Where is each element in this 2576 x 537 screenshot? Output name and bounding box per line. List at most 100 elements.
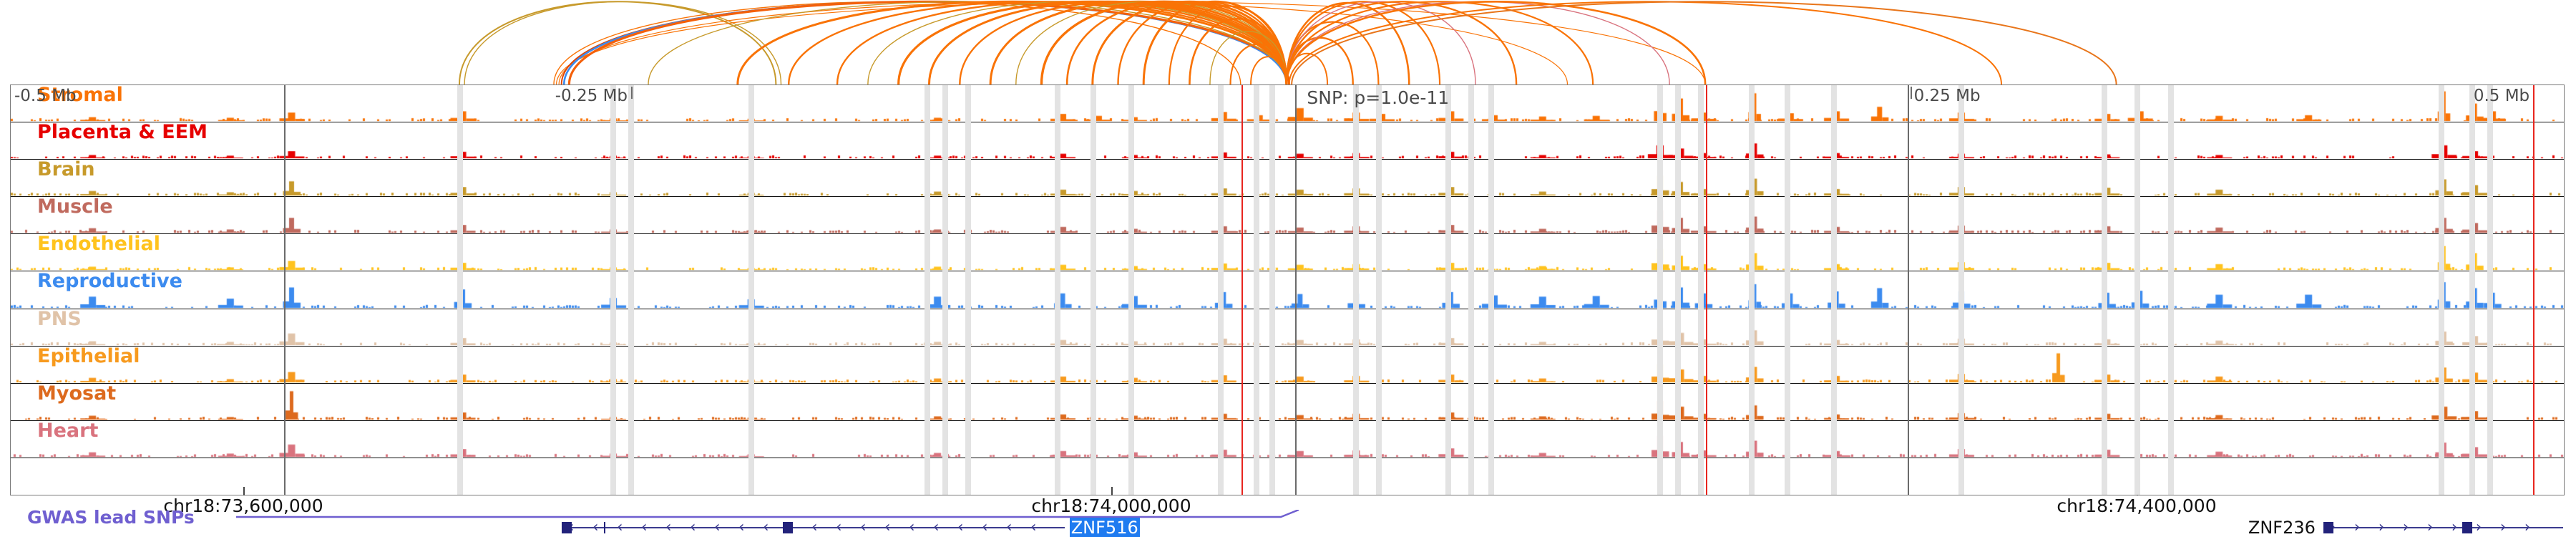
gene-exon [561, 522, 572, 533]
track-signal-canvas [11, 346, 2564, 383]
track-signal-canvas [11, 309, 2564, 346]
ruler-label: 0.25 Mb [1913, 87, 1981, 105]
ruler-tick [1910, 87, 1912, 99]
signal-tracks-panel[interactable]: Stromal Placenta & EEM Brain Muscle Endothel… [10, 84, 2565, 496]
signal-track-muscle[interactable]: Muscle [11, 197, 2564, 235]
gene-strand-arrow: ‹ [1005, 518, 1013, 536]
ruler-label: 0.5 Mb [2473, 87, 2530, 105]
gwas-bracket-svg [236, 510, 1299, 518]
track-signal-canvas [11, 197, 2564, 234]
chromatin-loop-arc [1285, 1, 1594, 84]
signal-track-extra[interactable] [11, 458, 2564, 496]
track-signal-canvas [11, 271, 2564, 309]
arc-svg [458, 0, 2117, 84]
signal-track-heart[interactable]: Heart [11, 420, 2564, 458]
track-label: Endothelial [37, 234, 160, 256]
gene-strand-arrow: ‹ [592, 518, 599, 536]
gwas-lead-snps-track[interactable]: GWAS lead SNPs [0, 507, 2576, 528]
gene-strand-arrow: ‹ [665, 518, 672, 536]
gwas-lead-snps-label: GWAS lead SNPs [27, 507, 195, 528]
gene-exon [2323, 522, 2333, 533]
gene-strand-arrow: › [2475, 518, 2482, 536]
track-signal-canvas [11, 420, 2564, 458]
axis-coordinate-label: chr18:73,600,000 [163, 495, 323, 516]
track-signal-canvas [11, 383, 2564, 420]
axis-tick [1111, 487, 1113, 495]
ruler-tick [2533, 87, 2535, 99]
signal-track-pns[interactable]: PNS [11, 309, 2564, 347]
signal-track-endothelial[interactable]: Endothelial [11, 234, 2564, 272]
chromatin-loop-arc-panel [0, 0, 2576, 84]
gene-strand-arrow: › [2402, 518, 2409, 536]
gene-strand-arrow: ‹ [689, 518, 696, 536]
chromatin-loop-arc [1209, 31, 1287, 84]
gene-strand-arrow: › [2378, 518, 2385, 536]
gene-body-line [2323, 527, 2563, 528]
track-label: Heart [37, 420, 99, 442]
chromatin-loop-arc [1285, 1, 1410, 84]
gene-exon [604, 522, 606, 533]
gene-strand-arrow: ‹ [811, 518, 818, 536]
gene-strand-arrow: ‹ [981, 518, 988, 536]
gene-strand-arrow: › [2499, 518, 2507, 536]
signal-track-epithelial[interactable]: Epithelial [11, 346, 2564, 384]
gene-strand-arrow: ‹ [738, 518, 745, 536]
axis-tick [243, 487, 245, 495]
signal-track-stromal[interactable]: Stromal [11, 85, 2564, 123]
gene-strand-arrow: ‹ [957, 518, 964, 536]
track-label: Muscle [37, 197, 113, 218]
gene-row[interactable]: ‹‹‹‹‹‹‹‹‹‹‹‹‹‹‹‹‹‹‹‹ZNF516 [0, 518, 2576, 537]
gene-annotation-track[interactable]: ‹‹‹‹‹‹‹‹‹‹‹‹‹‹‹‹‹‹‹‹ZNF516›››››››››ZNF23… [0, 518, 2576, 537]
gene-strand-arrow: ‹ [640, 518, 648, 536]
gene-strand-arrow: ‹ [932, 518, 940, 536]
tracks-host: Stromal Placenta & EEM Brain Muscle Endothel… [11, 85, 2564, 496]
chromatin-loop-arc [1285, 0, 1707, 84]
gene-exon [2462, 522, 2473, 533]
track-signal-canvas [11, 160, 2564, 197]
track-signal-canvas [11, 122, 2564, 160]
gene-strand-arrow: › [2353, 518, 2361, 536]
chromatin-loop-arc [1288, 1, 2003, 84]
gene-name-label[interactable]: ZNF516 [1069, 518, 1140, 537]
ruler-label: -0.5 Mb [14, 87, 77, 105]
chromatin-loop-arc [1229, 43, 1288, 84]
gene-strand-arrow: ‹ [835, 518, 842, 536]
gene-strand-arrow: ‹ [884, 518, 891, 536]
gene-strand-arrow: ‹ [616, 518, 623, 536]
track-label: Stromal [37, 85, 123, 106]
axis-coordinate-label: chr18:74,400,000 [2057, 495, 2217, 516]
signal-track-reproductive[interactable]: Reproductive [11, 271, 2564, 309]
chromatin-loop-arc [1285, 1, 1441, 84]
gene-strand-arrow: ‹ [762, 518, 769, 536]
signal-track-brain[interactable]: Brain [11, 160, 2564, 198]
track-signal-canvas [11, 85, 2564, 122]
signal-track-myosat[interactable]: Myosat [11, 383, 2564, 421]
ruler-tick [631, 87, 633, 99]
chromatin-loop-arc [1189, 17, 1288, 84]
coordinate-axis: chr18:73,600,000 chr18:74,000,000 chr18:74… [0, 487, 2576, 518]
ruler-label: -0.25 Mb [555, 87, 628, 105]
snp-pvalue-label: SNP: p=1.0e-11 [1307, 87, 1450, 108]
chromatin-loop-arc [1291, 1, 2117, 84]
track-label: Placenta & EEM [37, 122, 208, 144]
signal-track-placenta-eem[interactable]: Placenta & EEM [11, 122, 2564, 160]
track-label: Brain [37, 160, 95, 181]
gene-strand-arrow: › [2426, 518, 2434, 536]
chromatin-loop-arc [567, 0, 1291, 84]
gene-exon [782, 522, 793, 533]
gene-strand-arrow: ‹ [859, 518, 867, 536]
gene-name-label[interactable]: ZNF236 [2248, 518, 2316, 537]
track-label: Reproductive [37, 271, 182, 293]
track-signal-canvas [11, 458, 2564, 496]
track-signal-canvas [11, 234, 2564, 271]
chromatin-loop-arc [464, 1, 782, 84]
gene-strand-arrow: ‹ [1030, 518, 1037, 536]
chromatin-loop-arc [1286, 1, 1476, 84]
track-label: Myosat [37, 383, 117, 405]
axis-coordinate-label: chr18:74,000,000 [1031, 495, 1191, 516]
chromatin-loop-arc [1168, 5, 1288, 84]
gene-row[interactable]: ›››››››››ZNF236 [0, 518, 2576, 537]
chromatin-loop-arc [1285, 1, 1518, 84]
gene-body-line [561, 527, 1065, 528]
